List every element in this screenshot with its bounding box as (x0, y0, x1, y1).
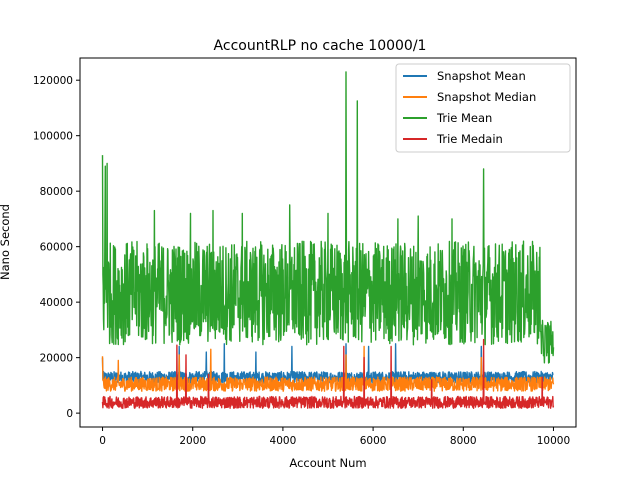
y-axis-label: Nano Second (0, 204, 12, 280)
y-tick-label: 120000 (33, 75, 73, 87)
legend-label: Snapshot Mean (437, 69, 526, 83)
y-tick-label: 20000 (40, 353, 73, 365)
y-tick-label: 40000 (40, 297, 73, 309)
axes-frame (79, 57, 577, 428)
series-layer (101, 71, 555, 409)
series-line-trie-medain (101, 338, 555, 409)
x-axis: 0 2000 4000 6000 8000 10000 (99, 427, 570, 447)
x-tick-label: 2000 (179, 435, 206, 447)
series-line-trie-mean (101, 71, 555, 364)
y-tick-label: 60000 (40, 242, 73, 254)
chart-title: AccountRLP no cache 10000/1 (214, 38, 427, 54)
legend-label: Trie Mean (436, 111, 492, 125)
legend-box (395, 63, 571, 153)
x-tick-label: 6000 (360, 435, 387, 447)
legend: Snapshot Mean Snapshot Median Trie Mean Tri… (395, 63, 571, 153)
x-tick-label: 0 (99, 435, 106, 447)
y-axis: 0 20000 40000 60000 80000 100000 120000 (33, 75, 80, 420)
x-tick-label: 10000 (537, 435, 570, 447)
y-tick-label: 80000 (40, 186, 73, 198)
y-tick-label: 0 (66, 408, 73, 420)
x-axis-label: Account Num (289, 456, 366, 470)
x-tick-label: 4000 (270, 435, 297, 447)
x-tick-label: 8000 (450, 435, 477, 447)
legend-label: Trie Medain (436, 132, 503, 146)
y-tick-label: 100000 (33, 131, 73, 143)
legend-label: Snapshot Median (437, 90, 536, 104)
